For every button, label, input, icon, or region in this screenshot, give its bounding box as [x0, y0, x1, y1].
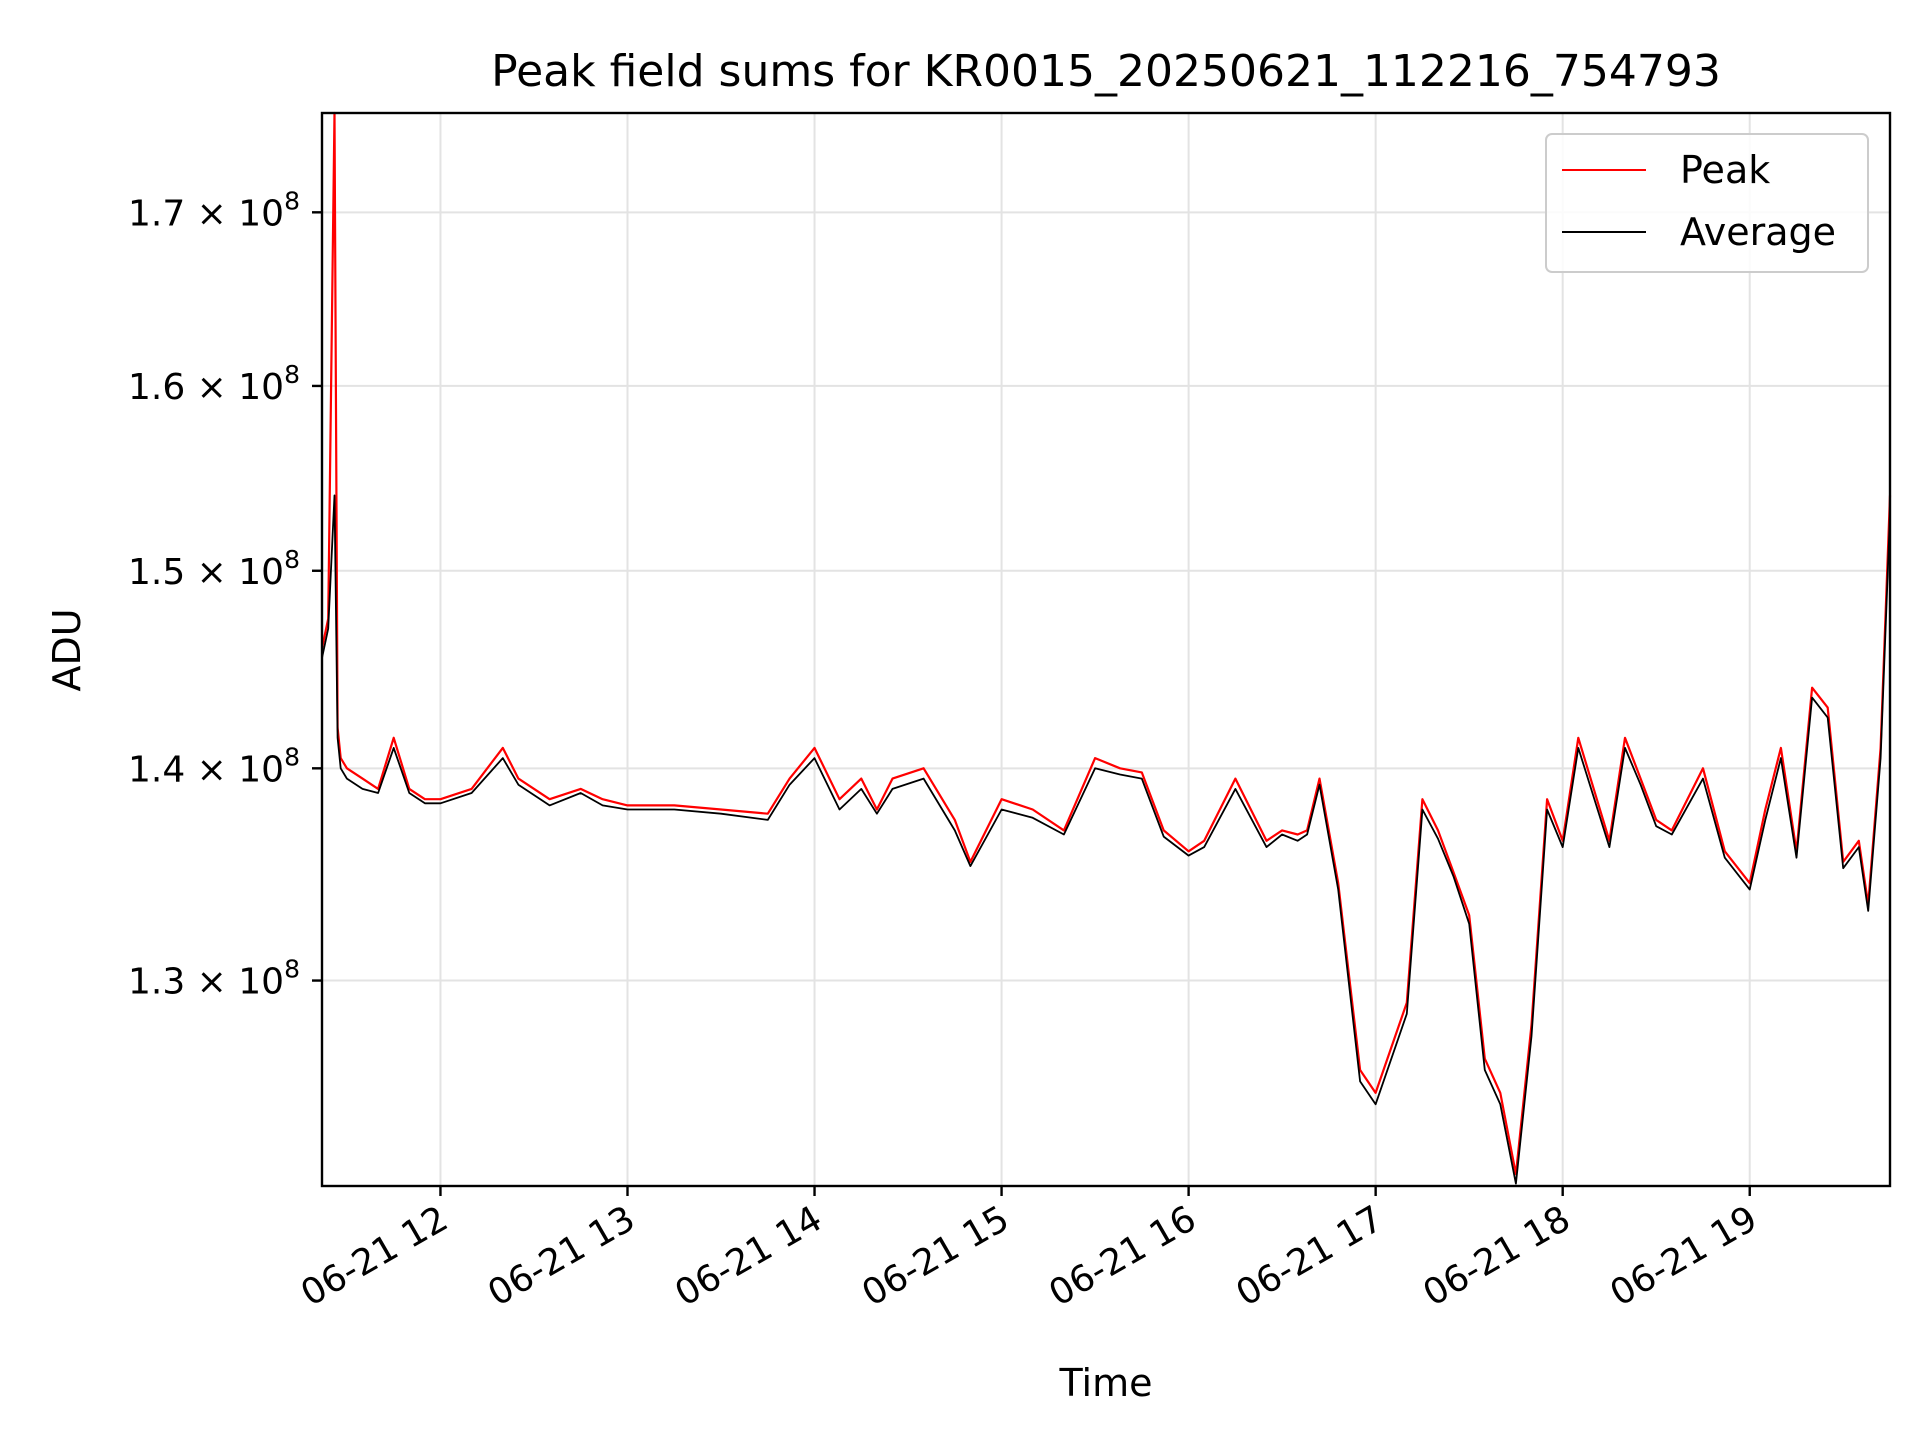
x-axis-ticks: 06-21 12 06-21 13 06-21 14 06-21 15 06-21 16… — [294, 1186, 1764, 1315]
x-tick-label: 06-21 16 — [1042, 1198, 1203, 1314]
x-tick-label: 06-21 15 — [855, 1198, 1016, 1314]
legend-label-average: Average — [1680, 210, 1836, 254]
y-tick-label: 1.6 × 108 — [128, 360, 300, 408]
series-lines — [320, 111, 1892, 1185]
y-tick-label: 1.4 × 108 — [128, 742, 300, 790]
series-line-peak — [320, 111, 1892, 1176]
y-axis-ticks: 1.3 × 108 1.4 × 108 1.5 × 108 1.6 × 108 1.7 … — [128, 186, 322, 1003]
x-tick-label: 06-21 19 — [1604, 1198, 1765, 1314]
legend-label-peak: Peak — [1680, 148, 1770, 192]
y-tick-label: 1.7 × 108 — [128, 186, 300, 234]
grid-lines — [322, 113, 1890, 1186]
x-tick-label: 06-21 18 — [1417, 1198, 1578, 1314]
y-tick-label: 1.3 × 108 — [128, 955, 300, 1003]
plot-frame — [320, 111, 1892, 1188]
legend: Peak Average — [1545, 133, 1869, 273]
series-line-average — [321, 494, 1891, 1185]
y-axis-label: ADU — [45, 608, 89, 691]
x-tick-label: 06-21 17 — [1229, 1198, 1390, 1314]
chart-title: Peak field sums for KR0015_20250621_1122… — [491, 46, 1721, 97]
x-axis-label: Time — [1059, 1361, 1153, 1405]
x-tick-label: 06-21 12 — [294, 1198, 455, 1314]
x-tick-label: 06-21 13 — [481, 1198, 642, 1314]
legend-box — [1545, 133, 1869, 273]
y-tick-label: 1.5 × 108 — [128, 545, 300, 593]
x-tick-label: 06-21 14 — [668, 1198, 829, 1314]
